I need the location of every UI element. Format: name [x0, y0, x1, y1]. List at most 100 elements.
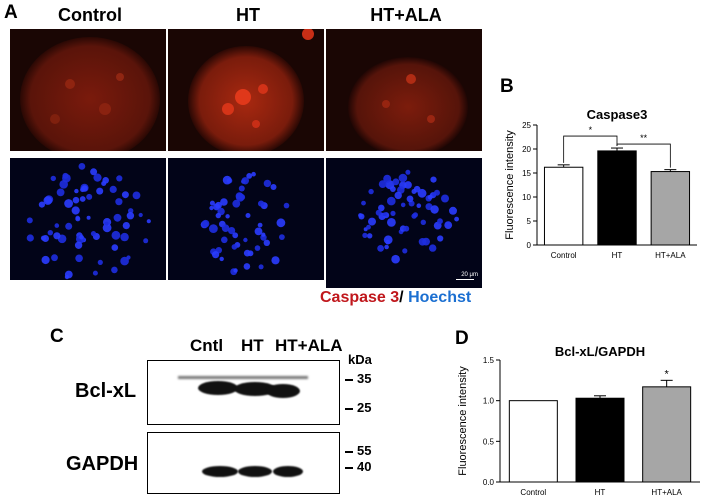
nucleus	[429, 244, 437, 252]
panel-c-letter: C	[50, 326, 64, 347]
nucleus	[209, 205, 214, 211]
bclxl-gapdh-chart: Bcl-xL/GAPDH Fluorescence intensity 0.0 0.5…	[457, 344, 700, 497]
nucleus	[271, 256, 280, 265]
significance-label: *	[589, 125, 593, 135]
nucleus	[228, 227, 236, 235]
nucleus	[263, 179, 272, 188]
significance-bracket	[616, 143, 671, 168]
micrograph-hoechst-control	[10, 158, 166, 280]
nucleus	[375, 209, 382, 216]
stain-legend: Caspase 3/ Hoechst	[320, 289, 471, 307]
nucleus	[449, 206, 457, 215]
bar	[642, 386, 692, 483]
nucleus	[270, 184, 277, 190]
nucleus	[221, 236, 228, 244]
x-tick-label: Control	[551, 251, 577, 260]
nucleus	[391, 254, 400, 264]
nucleus	[231, 244, 238, 250]
marker-40: 40	[357, 459, 372, 474]
kda-label: kDa	[348, 352, 372, 367]
marker-tick-40	[345, 467, 353, 469]
chart-title: Bcl-xL/GAPDH	[555, 344, 645, 359]
nucleus	[392, 178, 400, 186]
nucleus	[377, 245, 384, 252]
stain-caspase-label: Caspase 3	[320, 289, 400, 306]
nucleus	[261, 232, 266, 237]
x-tick-label: HT	[595, 488, 606, 497]
nucleus	[78, 163, 86, 170]
nucleus	[434, 189, 440, 196]
nucleus	[111, 230, 121, 240]
nucleus	[232, 232, 239, 239]
chart-title: Caspase3	[587, 107, 648, 122]
nucleus	[75, 216, 81, 222]
nucleus	[362, 232, 368, 238]
micrograph-hoechst-ht-ala: 20 μm	[326, 158, 482, 288]
nucleus	[86, 193, 93, 200]
significance-mark: *	[665, 368, 670, 380]
lane-label-ht: HT	[241, 336, 264, 355]
nucleus	[146, 219, 151, 224]
nucleus	[212, 251, 220, 259]
stain-hoechst-label: Hoechst	[408, 289, 472, 306]
nucleus	[254, 227, 263, 236]
nucleus	[412, 212, 418, 218]
nucleus	[128, 208, 134, 214]
nucleus	[90, 231, 97, 237]
nucleus	[422, 237, 430, 246]
panel-b-letter: B	[500, 76, 514, 97]
nucleus	[26, 234, 34, 242]
nucleus	[43, 196, 53, 205]
nucleus	[97, 259, 103, 265]
nucleus	[258, 200, 265, 207]
marker-35: 35	[357, 371, 372, 386]
significance-bracket	[563, 135, 618, 163]
micrograph-hoechst-ht	[168, 158, 324, 280]
blot-label-bclxl: Bcl-xL	[75, 380, 137, 402]
nucleus	[92, 270, 98, 276]
nucleus	[384, 244, 389, 250]
nucleus	[245, 213, 251, 218]
x-tick-label: HT+ALA	[651, 488, 682, 497]
nucleus	[420, 219, 426, 225]
nucleus	[74, 188, 79, 194]
nucleus	[209, 224, 218, 233]
nucleus	[254, 245, 261, 251]
nucleus	[222, 175, 232, 185]
nucleus	[102, 223, 112, 233]
y-tick-label: 15	[522, 169, 531, 178]
nucleus	[104, 221, 109, 226]
nucleus	[116, 175, 123, 182]
micrograph-caspase-control	[10, 29, 166, 151]
bar	[597, 150, 637, 246]
nucleus	[390, 186, 396, 192]
nucleus	[243, 263, 251, 270]
nucleus	[387, 196, 396, 206]
nucleus	[406, 195, 414, 203]
nucleus	[121, 191, 129, 199]
nucleus	[383, 174, 392, 183]
nucleus	[378, 180, 387, 188]
nucleus	[235, 192, 244, 200]
marker-tick-35	[345, 379, 353, 381]
significance-label: **	[640, 133, 648, 143]
nucleus	[111, 244, 119, 251]
nucleus	[394, 191, 402, 200]
nucleus	[64, 199, 73, 208]
bar	[575, 397, 625, 483]
nucleus	[65, 222, 73, 230]
nucleus	[378, 204, 385, 212]
caspase3-chart: Caspase3 Fluorescence intensity 0 5 10 15 20 25…	[504, 107, 697, 260]
scale-bar-label: 20 μm	[461, 272, 478, 278]
nucleus	[74, 241, 83, 249]
micrograph-caspase-ht	[168, 29, 324, 151]
nucleus	[246, 173, 253, 179]
nucleus	[441, 194, 449, 203]
nucleus	[383, 235, 393, 245]
nucleus	[138, 212, 143, 218]
nucleus	[238, 185, 245, 192]
lane-label-cntl: Cntl	[190, 336, 224, 355]
panel-d-letter: D	[455, 328, 469, 349]
scale-bar	[456, 278, 474, 280]
nucleus	[59, 180, 68, 189]
